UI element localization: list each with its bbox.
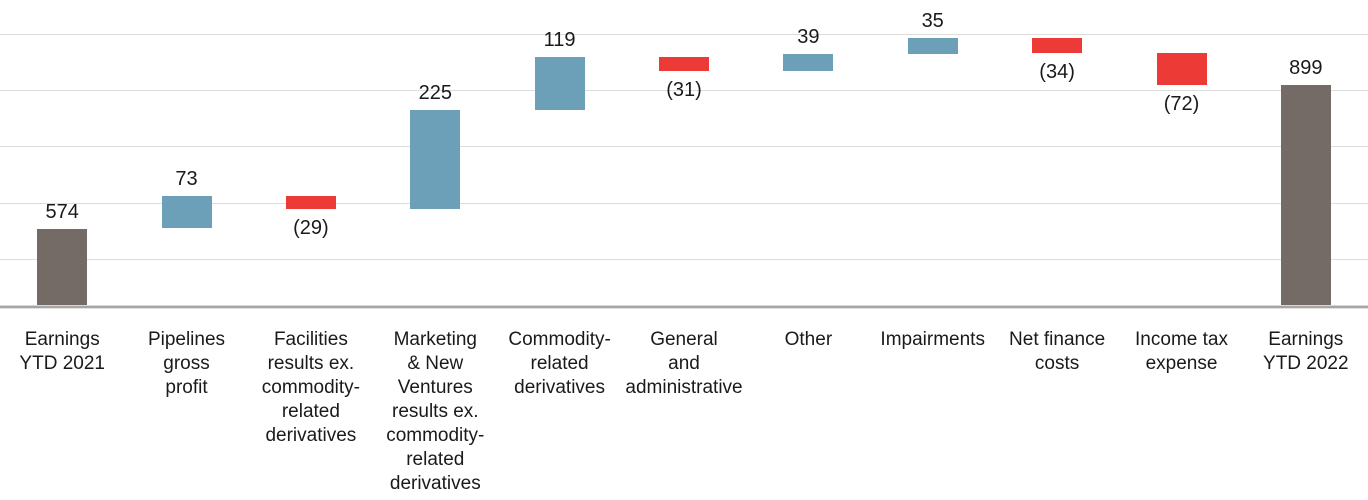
value-label-general-and-administrative: (31) <box>666 79 702 101</box>
category-label-general-and-administrative: General and administrative <box>625 329 743 398</box>
value-label-earnings-ytd-2021: 574 <box>45 200 79 223</box>
category-label-facilities-results-ex-commodity-related-derivatives: Facilities results ex. commodity- relate… <box>261 329 360 446</box>
bar-earnings-ytd-2021 <box>37 228 88 307</box>
category-label-commodity-related-derivatives: Commodity- related derivatives <box>508 329 611 398</box>
bar-commodity-related-derivatives <box>534 57 585 110</box>
bar-facilities-results-ex-commodity-related-derivatives <box>285 196 336 210</box>
value-label-income-tax-expense: (72) <box>1163 93 1200 116</box>
category-label-marketing-new-ventures-results-ex-commodity-related-derivatives: Marketing & New Ventures results ex. com… <box>386 329 485 494</box>
bar-general-and-administrative <box>659 57 709 71</box>
value-label-marketing-new-ventures-results-ex-commodity-related-derivatives: 225 <box>418 81 452 104</box>
bar-pipelines-gross-profit <box>161 196 212 229</box>
category-label-impairments: Impairments <box>880 329 985 350</box>
category-label-earnings-ytd-2021: Earnings YTD 2021 <box>19 329 105 374</box>
bar-marketing-new-ventures-results-ex-commodity-related-derivatives <box>410 109 461 209</box>
bar-earnings-ytd-2022 <box>1280 85 1331 307</box>
category-label-earnings-ytd-2022: Earnings YTD 2022 <box>1263 329 1349 374</box>
bar-net-finance-costs <box>1032 38 1083 54</box>
gridline <box>0 34 1368 35</box>
category-label-other: Other <box>784 329 833 350</box>
category-label-pipelines-gross-profit: Pipelines gross profit <box>147 329 226 398</box>
gridline <box>0 258 1368 260</box>
gridline <box>0 90 1368 91</box>
category-axis-labels: Earnings YTD 2021 Pipelines gross profit F… <box>0 307 1368 500</box>
x-axis-line <box>0 305 1368 309</box>
gridline <box>0 202 1368 204</box>
category-label-net-finance-costs: Net finance costs <box>1009 329 1106 374</box>
value-label-pipelines-gross-profit: 73 <box>175 168 198 191</box>
value-label-net-finance-costs: (34) <box>1039 61 1075 84</box>
value-label-commodity-related-derivatives: 119 <box>543 29 576 52</box>
gridline <box>0 146 1368 147</box>
plot-area: 574 73 (29) 225 119 (31) 39 35 (34) (72) 899 <box>0 10 1368 309</box>
value-label-other: 39 <box>797 25 820 48</box>
bar-impairments <box>907 38 958 54</box>
bar-income-tax-expense <box>1156 53 1207 86</box>
value-label-earnings-ytd-2022: 899 <box>1289 57 1323 80</box>
bar-other <box>783 53 834 71</box>
value-label-impairments: 35 <box>921 10 944 33</box>
category-label-income-tax-expense: Income tax expense <box>1135 329 1228 374</box>
value-label-facilities-results-ex-commodity-related-derivatives: (29) <box>293 217 329 240</box>
